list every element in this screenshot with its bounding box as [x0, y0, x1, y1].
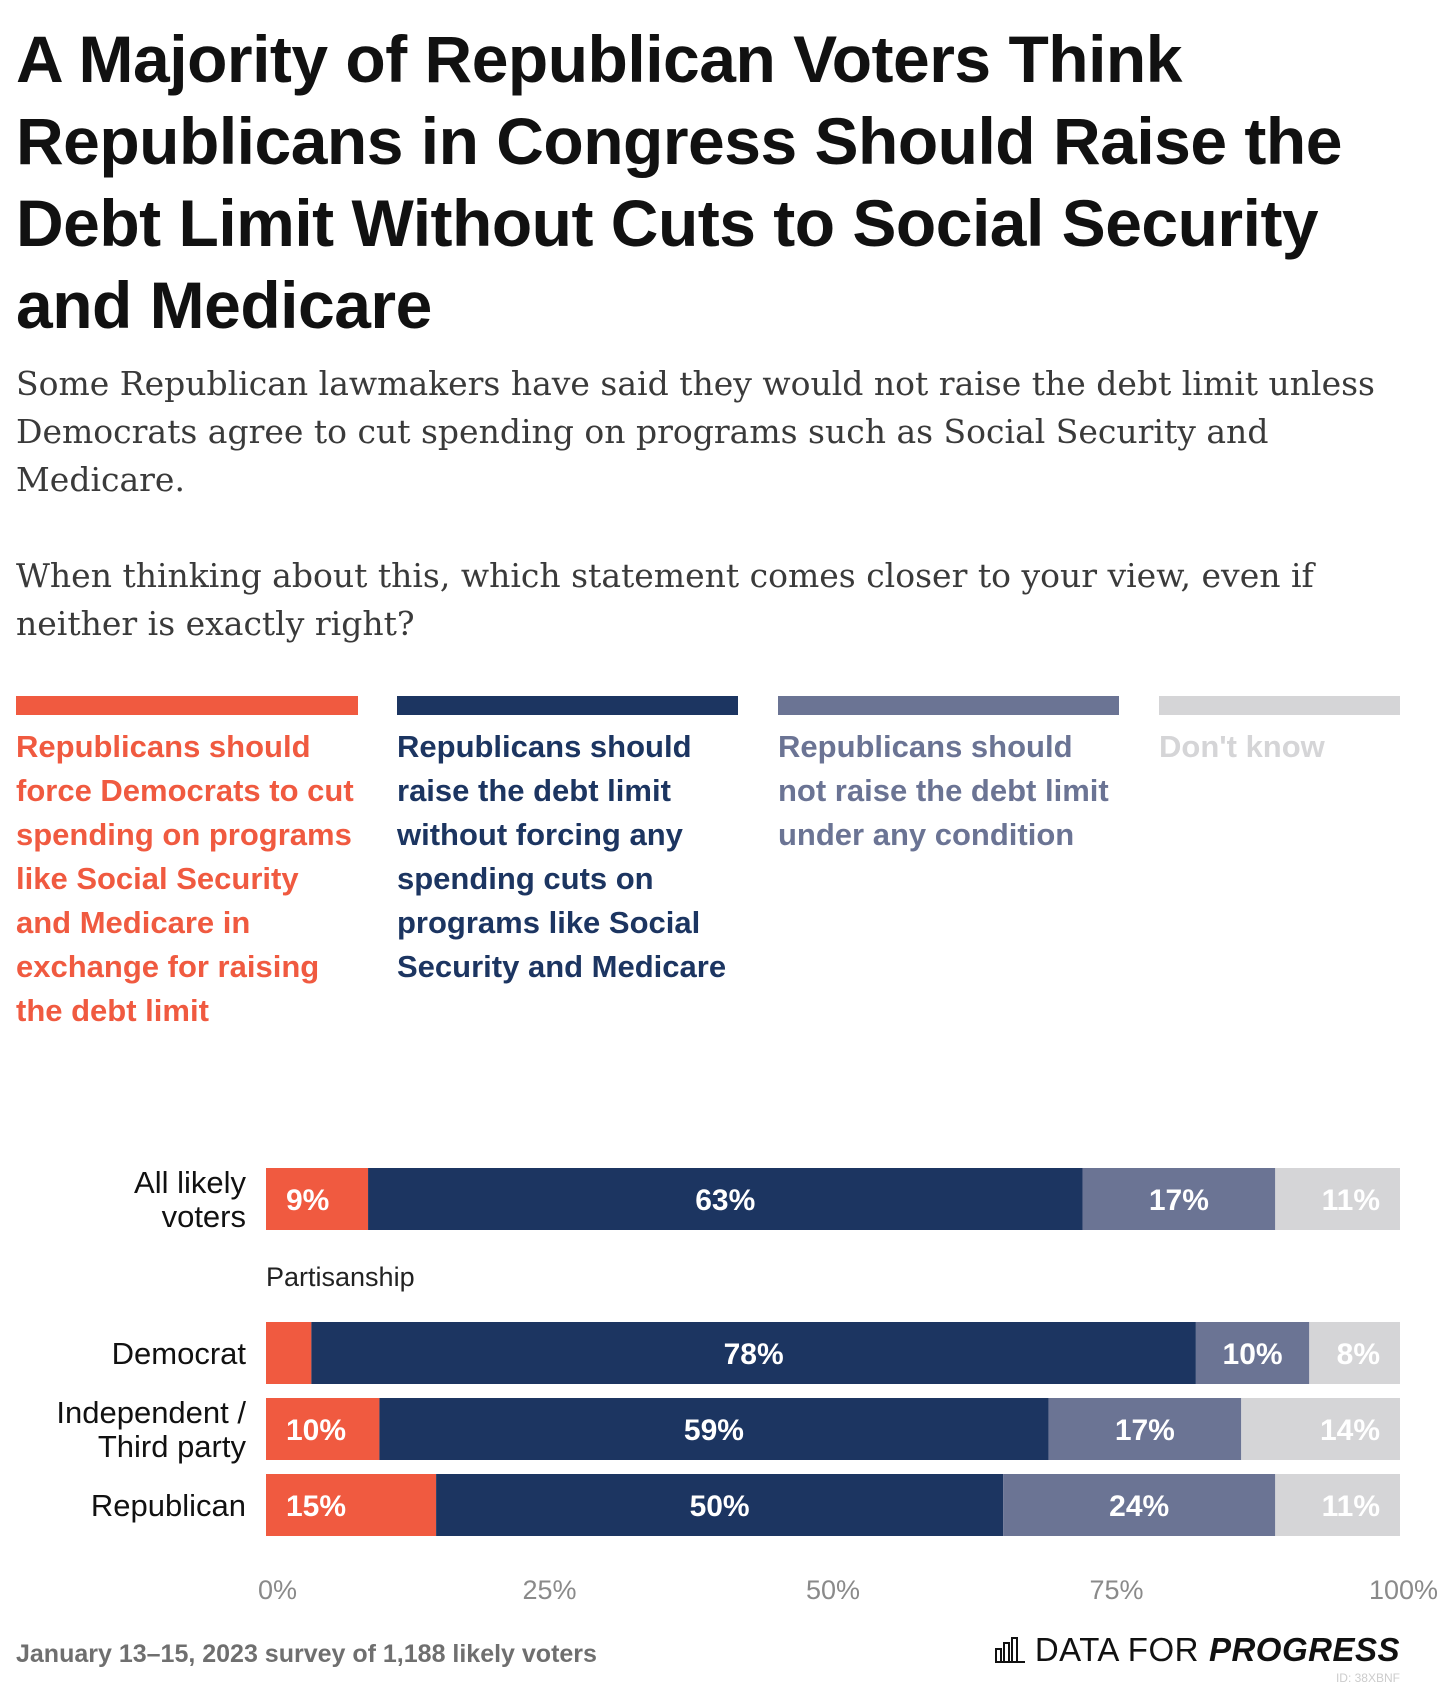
data-label-democrat-not_raise: 10%: [1223, 1338, 1283, 1371]
bar-independent-third-party-not_raise: [1048, 1398, 1242, 1460]
subtitle-context: Some Republican lawmakers have said they…: [16, 364, 1375, 499]
legend-item-dont-know: Don't know: [1159, 696, 1400, 769]
data-label-republican-raise_no_cuts: 50%: [690, 1490, 750, 1523]
legend: Republicans should force Democrats to cu…: [0, 696, 1440, 1096]
bar-all-likely-voters-raise_no_cuts: [368, 1168, 1083, 1230]
group-label-partisanship: Partisanship: [266, 1262, 415, 1292]
bar-all-likely-voters-dont_know: [1275, 1168, 1400, 1230]
data-for-progress-logo: DATA FOR PROGRESS: [994, 1630, 1400, 1670]
bar-all-likely-voters-not_raise: [1082, 1168, 1276, 1230]
data-label-republican-dont_know: 11%: [1322, 1490, 1380, 1523]
legend-label-raise-no-cuts: Republicans should raise the debt limit …: [397, 729, 727, 984]
bar-independent-third-party-force_cuts: [266, 1398, 380, 1460]
chart-id: ID: 38XBNF: [1335, 1671, 1400, 1685]
subtitle-question: When thinking about this, which statemen…: [16, 556, 1314, 643]
legend-swatch-not-raise: [778, 696, 1119, 715]
chart-subtitle: Some Republican lawmakers have said they…: [16, 360, 1416, 648]
legend-item-not-raise: Republicans should not raise the debt li…: [778, 696, 1119, 857]
survey-note: January 13–15, 2023 survey of 1,188 like…: [16, 1640, 597, 1668]
category-label-independent-third-party: Third party: [98, 1429, 247, 1464]
x-tick-label-0pct: 0%: [258, 1575, 297, 1605]
legend-swatch-raise-no-cuts: [397, 696, 738, 715]
x-tick-label-25pct: 25%: [522, 1575, 576, 1605]
bar-democrat-raise_no_cuts: [311, 1322, 1196, 1384]
category-label-all-likely-voters: voters: [162, 1199, 246, 1234]
legend-swatch-dont-know: [1159, 696, 1400, 715]
stacked-bar-chart: All likely voters 9% 63% 17% 11% Democrat 78% 10…: [0, 1150, 1440, 1610]
bar-all-likely-voters-force_cuts: [266, 1168, 369, 1230]
data-label-independent-third-party-not_raise: 17%: [1115, 1414, 1175, 1447]
data-label-independent-third-party-raise_no_cuts: 59%: [684, 1414, 744, 1447]
x-tick-label-100pct: 100%: [1369, 1575, 1438, 1605]
x-tick-label-75pct: 75%: [1089, 1575, 1143, 1605]
data-label-all-likely-voters-force_cuts: 9%: [286, 1184, 329, 1217]
bar-chart-icon: [994, 1637, 1025, 1663]
category-label-democrat: Democrat: [112, 1336, 247, 1371]
legend-item-raise-no-cuts: Republicans should raise the debt limit …: [397, 696, 738, 989]
bar-democrat-not_raise: [1195, 1322, 1310, 1384]
legend-label-force-cuts: Republicans should force Democrats to cu…: [16, 729, 354, 1028]
x-tick-label-50pct: 50%: [806, 1575, 860, 1605]
data-label-independent-third-party-force_cuts: 10%: [286, 1414, 346, 1447]
data-label-republican-not_raise: 24%: [1109, 1490, 1169, 1523]
data-label-democrat-dont_know: 8%: [1337, 1338, 1380, 1371]
data-label-democrat-raise_no_cuts: 78%: [724, 1338, 784, 1371]
bar-republican-dont_know: [1275, 1474, 1400, 1536]
data-label-all-likely-voters-not_raise: 17%: [1149, 1184, 1209, 1217]
legend-item-force-cuts: Republicans should force Democrats to cu…: [16, 696, 358, 1033]
logo-text-data-for: DATA FOR: [1034, 1631, 1199, 1668]
bar-republican-not_raise: [1003, 1474, 1276, 1536]
bar-republican-raise_no_cuts: [436, 1474, 1004, 1536]
category-label-all-likely-voters: All likely: [134, 1165, 246, 1200]
bar-independent-third-party-dont_know: [1241, 1398, 1400, 1460]
chart-title: A Majority of Republican Voters Think Re…: [16, 22, 1342, 342]
logo-text-progress: PROGRESS: [1208, 1631, 1400, 1668]
legend-label-dont-know: Don't know: [1159, 729, 1325, 764]
legend-swatch-force-cuts: [16, 696, 358, 715]
bar-democrat-force_cuts: [266, 1322, 312, 1384]
bar-republican-force_cuts: [266, 1474, 437, 1536]
data-label-independent-third-party-dont_know: 14%: [1320, 1414, 1380, 1447]
data-label-republican-force_cuts: 15%: [286, 1490, 346, 1523]
category-label-independent-third-party: Independent /: [56, 1395, 246, 1430]
legend-label-not-raise: Republicans should not raise the debt li…: [778, 729, 1109, 852]
bar-independent-third-party-raise_no_cuts: [379, 1398, 1049, 1460]
data-label-all-likely-voters-dont_know: 11%: [1322, 1184, 1380, 1217]
category-label-republican: Republican: [91, 1488, 246, 1523]
data-label-all-likely-voters-raise_no_cuts: 63%: [695, 1184, 755, 1217]
bar-democrat-dont_know: [1309, 1322, 1400, 1384]
